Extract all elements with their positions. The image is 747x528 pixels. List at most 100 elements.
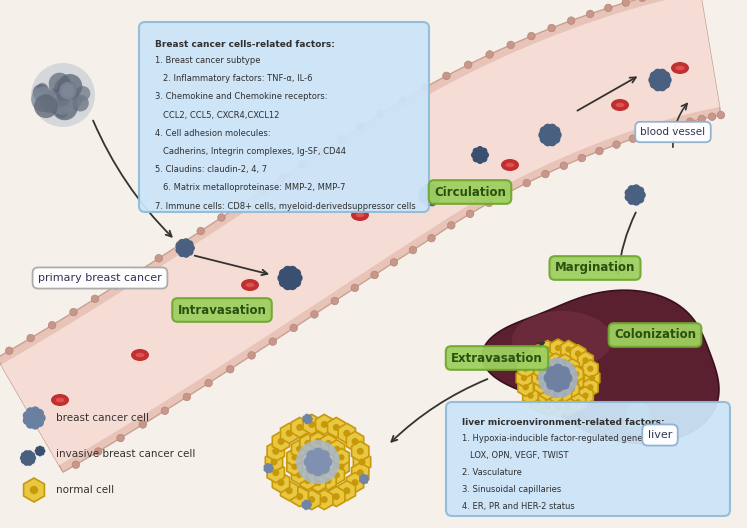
Circle shape: [226, 365, 234, 373]
Polygon shape: [1, 0, 719, 465]
Circle shape: [26, 420, 35, 429]
Circle shape: [648, 76, 657, 84]
Circle shape: [318, 148, 326, 155]
Text: breast cancer cell: breast cancer cell: [56, 413, 149, 423]
Circle shape: [560, 162, 568, 169]
Circle shape: [360, 475, 368, 484]
Circle shape: [541, 126, 560, 144]
Circle shape: [49, 87, 66, 105]
Polygon shape: [570, 393, 586, 411]
Circle shape: [268, 464, 273, 468]
Polygon shape: [320, 472, 336, 490]
Circle shape: [182, 250, 190, 258]
Circle shape: [305, 413, 309, 418]
Polygon shape: [303, 489, 320, 510]
Ellipse shape: [131, 349, 149, 361]
Circle shape: [545, 346, 551, 353]
Circle shape: [270, 458, 277, 466]
Circle shape: [632, 184, 640, 193]
Circle shape: [279, 174, 286, 181]
Ellipse shape: [611, 99, 629, 111]
Circle shape: [568, 17, 575, 24]
Circle shape: [653, 82, 663, 91]
Circle shape: [320, 421, 328, 428]
Polygon shape: [273, 431, 290, 451]
Polygon shape: [267, 463, 285, 483]
Ellipse shape: [675, 66, 684, 70]
Circle shape: [473, 148, 487, 162]
Circle shape: [161, 407, 169, 414]
Circle shape: [595, 147, 604, 155]
Polygon shape: [300, 434, 315, 452]
Circle shape: [424, 184, 433, 193]
Circle shape: [486, 199, 493, 207]
Circle shape: [551, 135, 560, 144]
Polygon shape: [347, 473, 364, 493]
Circle shape: [624, 188, 633, 197]
Circle shape: [543, 137, 552, 146]
Circle shape: [636, 195, 644, 203]
Circle shape: [61, 82, 77, 98]
Circle shape: [187, 244, 195, 252]
Circle shape: [546, 366, 557, 378]
Polygon shape: [523, 351, 539, 370]
Circle shape: [29, 458, 35, 464]
Circle shape: [68, 94, 82, 108]
Circle shape: [421, 84, 429, 91]
Circle shape: [536, 375, 542, 381]
Circle shape: [539, 383, 544, 389]
Circle shape: [29, 452, 35, 458]
Polygon shape: [287, 448, 303, 466]
Circle shape: [359, 476, 363, 480]
Polygon shape: [287, 458, 303, 476]
Circle shape: [565, 403, 571, 410]
Polygon shape: [540, 356, 554, 372]
Circle shape: [645, 130, 652, 137]
Circle shape: [113, 281, 120, 289]
Circle shape: [562, 360, 568, 365]
Circle shape: [305, 420, 309, 425]
Circle shape: [94, 448, 102, 455]
Circle shape: [279, 278, 288, 287]
Circle shape: [312, 448, 323, 459]
Circle shape: [539, 126, 549, 135]
Circle shape: [38, 446, 42, 450]
Text: Cadherins, Integrin complexes, Ig-SF, CD44: Cadherins, Integrin complexes, Ig-SF, CD…: [163, 147, 346, 156]
Circle shape: [555, 345, 561, 351]
Circle shape: [273, 469, 279, 476]
Circle shape: [443, 72, 450, 80]
Circle shape: [26, 459, 33, 466]
Circle shape: [178, 249, 186, 257]
Circle shape: [613, 141, 620, 148]
Circle shape: [248, 352, 255, 359]
Polygon shape: [273, 473, 290, 493]
Circle shape: [565, 346, 571, 353]
Circle shape: [25, 409, 43, 427]
Circle shape: [40, 451, 44, 456]
Circle shape: [421, 186, 439, 204]
Circle shape: [280, 268, 300, 288]
Circle shape: [466, 210, 474, 218]
Circle shape: [43, 89, 63, 110]
Circle shape: [637, 191, 646, 199]
Circle shape: [657, 82, 667, 91]
Circle shape: [176, 242, 183, 250]
Circle shape: [31, 63, 95, 127]
Circle shape: [359, 458, 365, 466]
Circle shape: [238, 200, 246, 208]
Circle shape: [674, 121, 681, 129]
Circle shape: [291, 454, 298, 460]
Polygon shape: [549, 387, 562, 403]
Circle shape: [288, 280, 297, 290]
Circle shape: [365, 477, 370, 481]
Circle shape: [477, 146, 483, 153]
Circle shape: [31, 420, 40, 430]
Circle shape: [545, 403, 551, 410]
Circle shape: [139, 421, 146, 428]
Circle shape: [548, 24, 555, 32]
Circle shape: [20, 455, 26, 461]
Circle shape: [522, 384, 529, 390]
Circle shape: [480, 155, 487, 163]
Circle shape: [344, 487, 350, 494]
Circle shape: [527, 32, 535, 40]
